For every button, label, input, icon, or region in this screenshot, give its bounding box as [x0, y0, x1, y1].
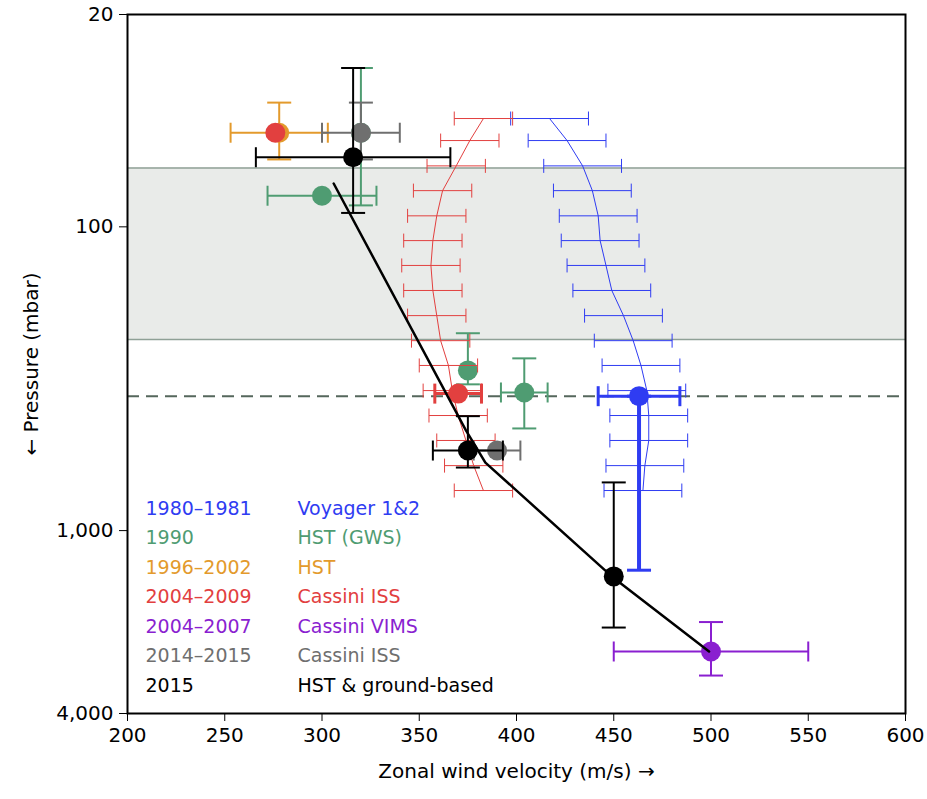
svg-text:500: 500 [692, 723, 730, 747]
svg-text:Zonal wind velocity (m/s) →: Zonal wind velocity (m/s) → [378, 759, 654, 783]
svg-text:100: 100 [75, 214, 113, 238]
svg-text:1,000: 1,000 [56, 518, 113, 542]
svg-text:Cassini ISS: Cassini ISS [298, 644, 401, 666]
svg-text:1980–1981: 1980–1981 [146, 497, 252, 519]
svg-text:← Pressure (mbar): ← Pressure (mbar) [19, 272, 43, 455]
svg-text:Cassini VIMS: Cassini VIMS [298, 615, 418, 637]
svg-text:300: 300 [303, 723, 341, 747]
svg-text:2004–2007: 2004–2007 [146, 615, 252, 637]
svg-text:Cassini ISS: Cassini ISS [298, 585, 401, 607]
svg-text:1990: 1990 [146, 526, 194, 548]
svg-text:4,000: 4,000 [56, 701, 113, 725]
svg-text:HST (GWS): HST (GWS) [298, 526, 402, 548]
svg-text:2014–2015: 2014–2015 [146, 644, 252, 666]
svg-text:250: 250 [206, 723, 244, 747]
svg-text:HST & ground-based: HST & ground-based [298, 674, 494, 696]
svg-text:2015: 2015 [146, 674, 194, 696]
svg-text:Voyager 1&2: Voyager 1&2 [298, 497, 421, 519]
svg-text:450: 450 [595, 723, 633, 747]
svg-text:20: 20 [88, 2, 113, 26]
svg-text:550: 550 [789, 723, 827, 747]
svg-text:2004–2009: 2004–2009 [146, 585, 252, 607]
svg-text:400: 400 [497, 723, 535, 747]
svg-text:200: 200 [108, 723, 146, 747]
svg-text:350: 350 [400, 723, 438, 747]
svg-text:1996–2002: 1996–2002 [146, 556, 252, 578]
svg-text:600: 600 [886, 723, 924, 747]
svg-text:HST: HST [298, 556, 336, 578]
